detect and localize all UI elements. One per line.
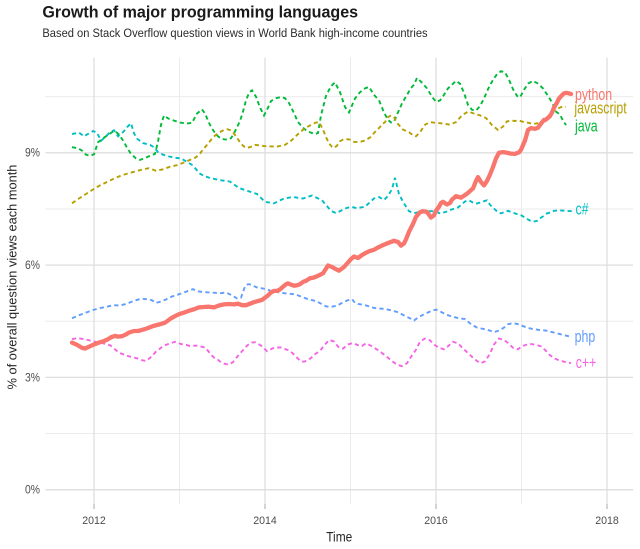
svg-text:2014: 2014 [253, 515, 277, 527]
svg-text:php: php [575, 329, 596, 347]
svg-text:java: java [574, 118, 598, 136]
svg-text:python: python [575, 87, 612, 105]
svg-text:9%: 9% [25, 147, 40, 160]
svg-text:2012: 2012 [82, 515, 106, 527]
svg-text:javascript: javascript [574, 100, 627, 118]
svg-text:2016: 2016 [424, 515, 448, 527]
svg-text:2018: 2018 [595, 515, 619, 527]
svg-text:c#: c# [575, 201, 589, 219]
svg-text:6%: 6% [25, 260, 40, 273]
svg-text:c++: c++ [576, 354, 597, 372]
svg-text:0%: 0% [25, 484, 40, 497]
svg-text:Time: Time [326, 529, 352, 545]
svg-text:Growth of major programming la: Growth of major programming languages [42, 3, 358, 21]
svg-text:% of overall question views ea: % of overall question views each month [5, 165, 20, 390]
svg-text:3%: 3% [25, 372, 40, 385]
svg-text:Based on Stack Overflow questi: Based on Stack Overflow question views i… [42, 27, 427, 41]
